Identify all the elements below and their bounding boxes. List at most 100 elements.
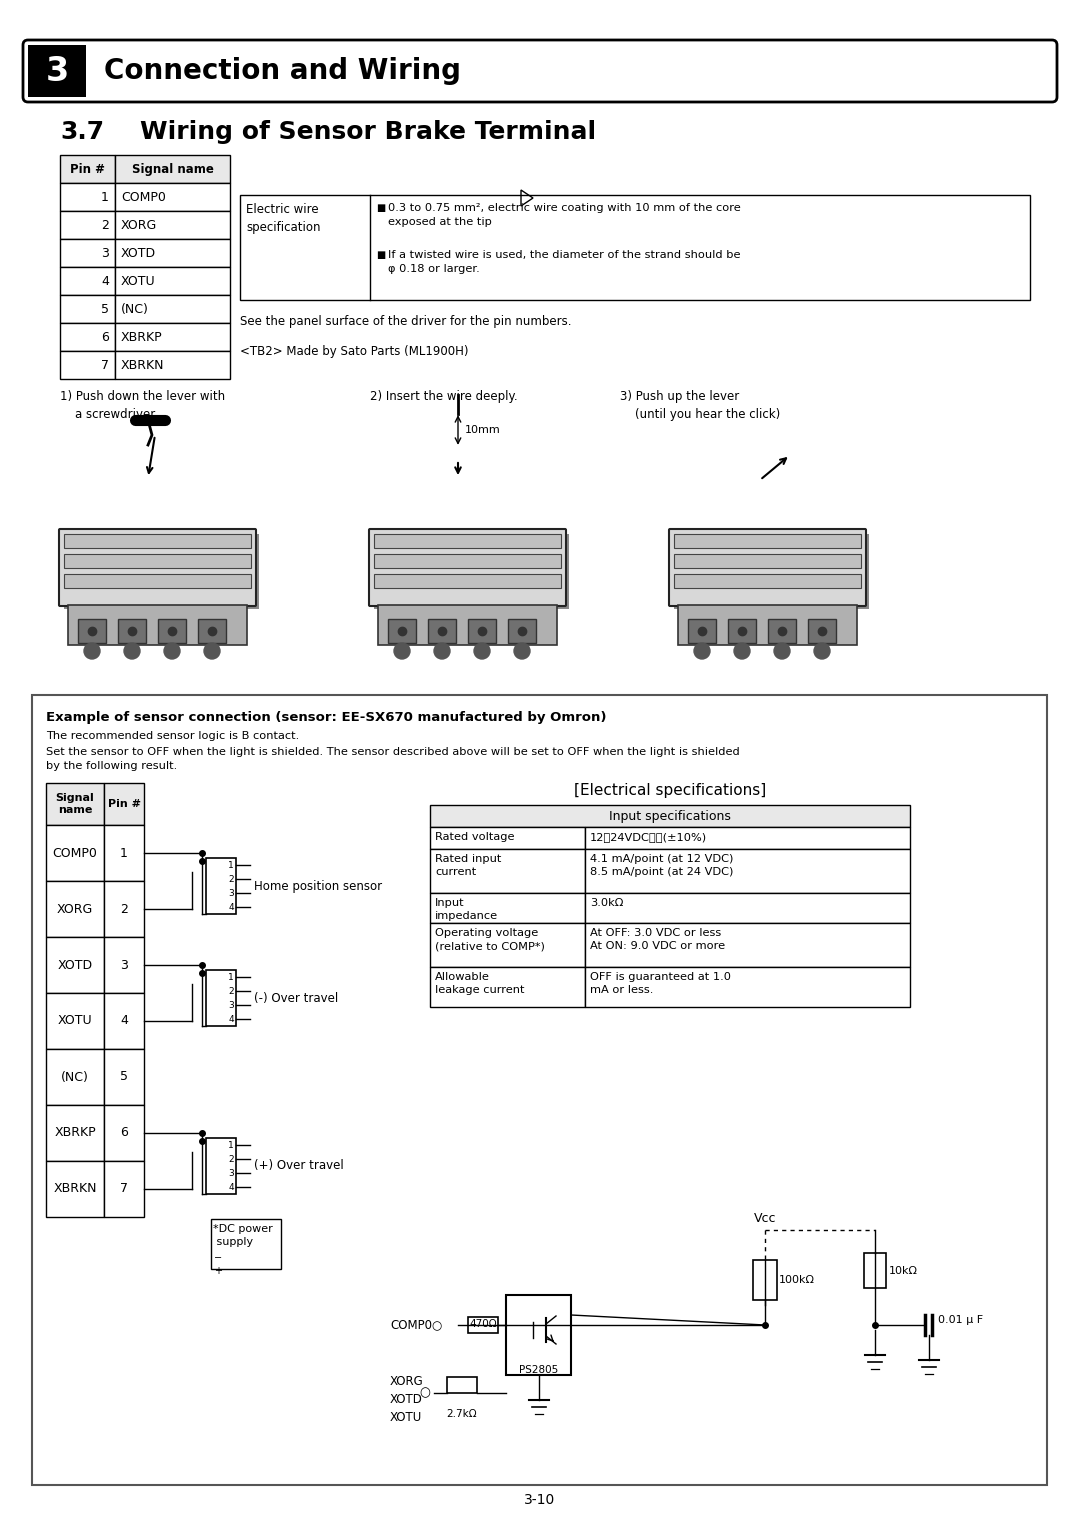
Bar [447, 1377, 477, 1394]
Text: COMP0: COMP0 [53, 847, 97, 859]
Circle shape [204, 643, 220, 659]
Text: ○: ○ [419, 1386, 430, 1400]
Text: COMP0○: COMP0○ [390, 1319, 442, 1331]
Text: 10mm: 10mm [465, 425, 501, 435]
Text: [Electrical specifications]: [Electrical specifications] [573, 782, 766, 798]
Text: 2.7kΩ: 2.7kΩ [447, 1409, 477, 1420]
Bar [674, 555, 861, 568]
Bar [374, 575, 561, 588]
Text: Signal
name: Signal name [56, 793, 94, 816]
Text: Vcc: Vcc [754, 1212, 777, 1225]
Bar [674, 575, 861, 588]
Text: 1: 1 [228, 972, 234, 981]
Text: Pin #: Pin # [108, 799, 140, 808]
Text: 1: 1 [228, 860, 234, 869]
Text: Input specifications: Input specifications [609, 810, 731, 822]
Bar [60, 351, 114, 379]
Bar [60, 183, 114, 211]
Bar [468, 619, 496, 643]
Bar [104, 937, 144, 993]
Bar [64, 533, 259, 610]
Bar [104, 1161, 144, 1216]
Text: Set the sensor to OFF when the light is shielded. The sensor described above wil: Set the sensor to OFF when the light is … [46, 747, 740, 772]
Bar [60, 322, 114, 351]
Bar [378, 605, 557, 645]
FancyBboxPatch shape [369, 529, 566, 607]
Bar [60, 295, 114, 322]
Text: 3: 3 [228, 1169, 234, 1178]
Text: 3: 3 [45, 55, 69, 87]
Text: 3: 3 [228, 888, 234, 897]
Text: 1: 1 [228, 1140, 234, 1149]
Bar [430, 827, 585, 850]
Text: XOTU: XOTU [121, 275, 156, 287]
Text: (-) Over travel: (-) Over travel [254, 992, 338, 1004]
Bar [78, 619, 106, 643]
Text: 12～24VDC　　(±10%): 12～24VDC (±10%) [590, 833, 707, 842]
Bar [678, 605, 858, 645]
Text: See the panel surface of the driver for the pin numbers.: See the panel surface of the driver for … [240, 315, 571, 329]
Bar [104, 1050, 144, 1105]
Bar [430, 805, 910, 827]
Text: 4: 4 [228, 1015, 234, 1024]
Text: 5: 5 [120, 1071, 129, 1083]
Bar [60, 267, 114, 295]
Bar [118, 619, 146, 643]
Bar [585, 923, 910, 967]
Bar [104, 782, 144, 825]
Text: Home position sensor: Home position sensor [254, 880, 382, 892]
Bar [728, 619, 756, 643]
FancyBboxPatch shape [23, 40, 1057, 102]
Text: 4: 4 [120, 1015, 127, 1027]
Text: 4.1 mA/point (at 12 VDC)
8.5 mA/point (at 24 VDC): 4.1 mA/point (at 12 VDC) 8.5 mA/point (a… [590, 854, 733, 877]
Text: Electric wire
specification: Electric wire specification [246, 203, 321, 234]
Bar [114, 322, 230, 351]
Bar [374, 533, 561, 549]
Text: −: − [214, 1253, 222, 1264]
Text: (NC): (NC) [62, 1071, 89, 1083]
Bar [808, 619, 836, 643]
Circle shape [694, 643, 710, 659]
Bar [114, 238, 230, 267]
Bar [374, 533, 569, 610]
Text: ■: ■ [376, 203, 386, 212]
Circle shape [394, 643, 410, 659]
Bar [114, 351, 230, 379]
Bar [114, 295, 230, 322]
Text: 4: 4 [228, 1183, 234, 1192]
Text: 4: 4 [228, 903, 234, 912]
Text: 10kΩ: 10kΩ [889, 1265, 918, 1276]
Text: Wiring of Sensor Brake Terminal: Wiring of Sensor Brake Terminal [140, 121, 596, 144]
Circle shape [774, 643, 789, 659]
Text: XOTD: XOTD [121, 246, 157, 260]
Circle shape [474, 643, 490, 659]
Bar [64, 533, 251, 549]
Text: 0.3 to 0.75 mm², electric wire coating with 10 mm of the core
exposed at the tip: 0.3 to 0.75 mm², electric wire coating w… [388, 203, 741, 228]
FancyBboxPatch shape [59, 529, 256, 607]
Bar [388, 619, 416, 643]
Bar [585, 827, 910, 850]
Text: At OFF: 3.0 VDC or less
At ON: 9.0 VDC or more: At OFF: 3.0 VDC or less At ON: 9.0 VDC o… [590, 927, 725, 952]
Bar [64, 555, 251, 568]
Bar [104, 993, 144, 1050]
Bar [60, 238, 114, 267]
Bar [114, 211, 230, 238]
Bar [430, 967, 585, 1007]
Text: 2: 2 [102, 219, 109, 232]
Text: XORG: XORG [57, 903, 93, 915]
Text: 5: 5 [102, 303, 109, 315]
Text: XBRKP: XBRKP [54, 1126, 96, 1140]
Bar [46, 782, 104, 825]
Text: Example of sensor connection (sensor: EE-SX670 manufactured by Omron): Example of sensor connection (sensor: EE… [46, 711, 607, 724]
Bar [46, 1050, 104, 1105]
Bar [60, 154, 114, 183]
Bar [430, 850, 585, 892]
Text: Rated voltage: Rated voltage [435, 833, 514, 842]
Text: 2) Insert the wire deeply.: 2) Insert the wire deeply. [370, 390, 517, 403]
Text: COMP0: COMP0 [121, 191, 166, 203]
Bar [507, 1296, 571, 1375]
Text: XOTD: XOTD [57, 958, 93, 972]
Text: ■: ■ [376, 251, 386, 260]
Bar [374, 555, 561, 568]
Text: 3) Push up the lever
    (until you hear the click): 3) Push up the lever (until you hear the… [620, 390, 780, 422]
